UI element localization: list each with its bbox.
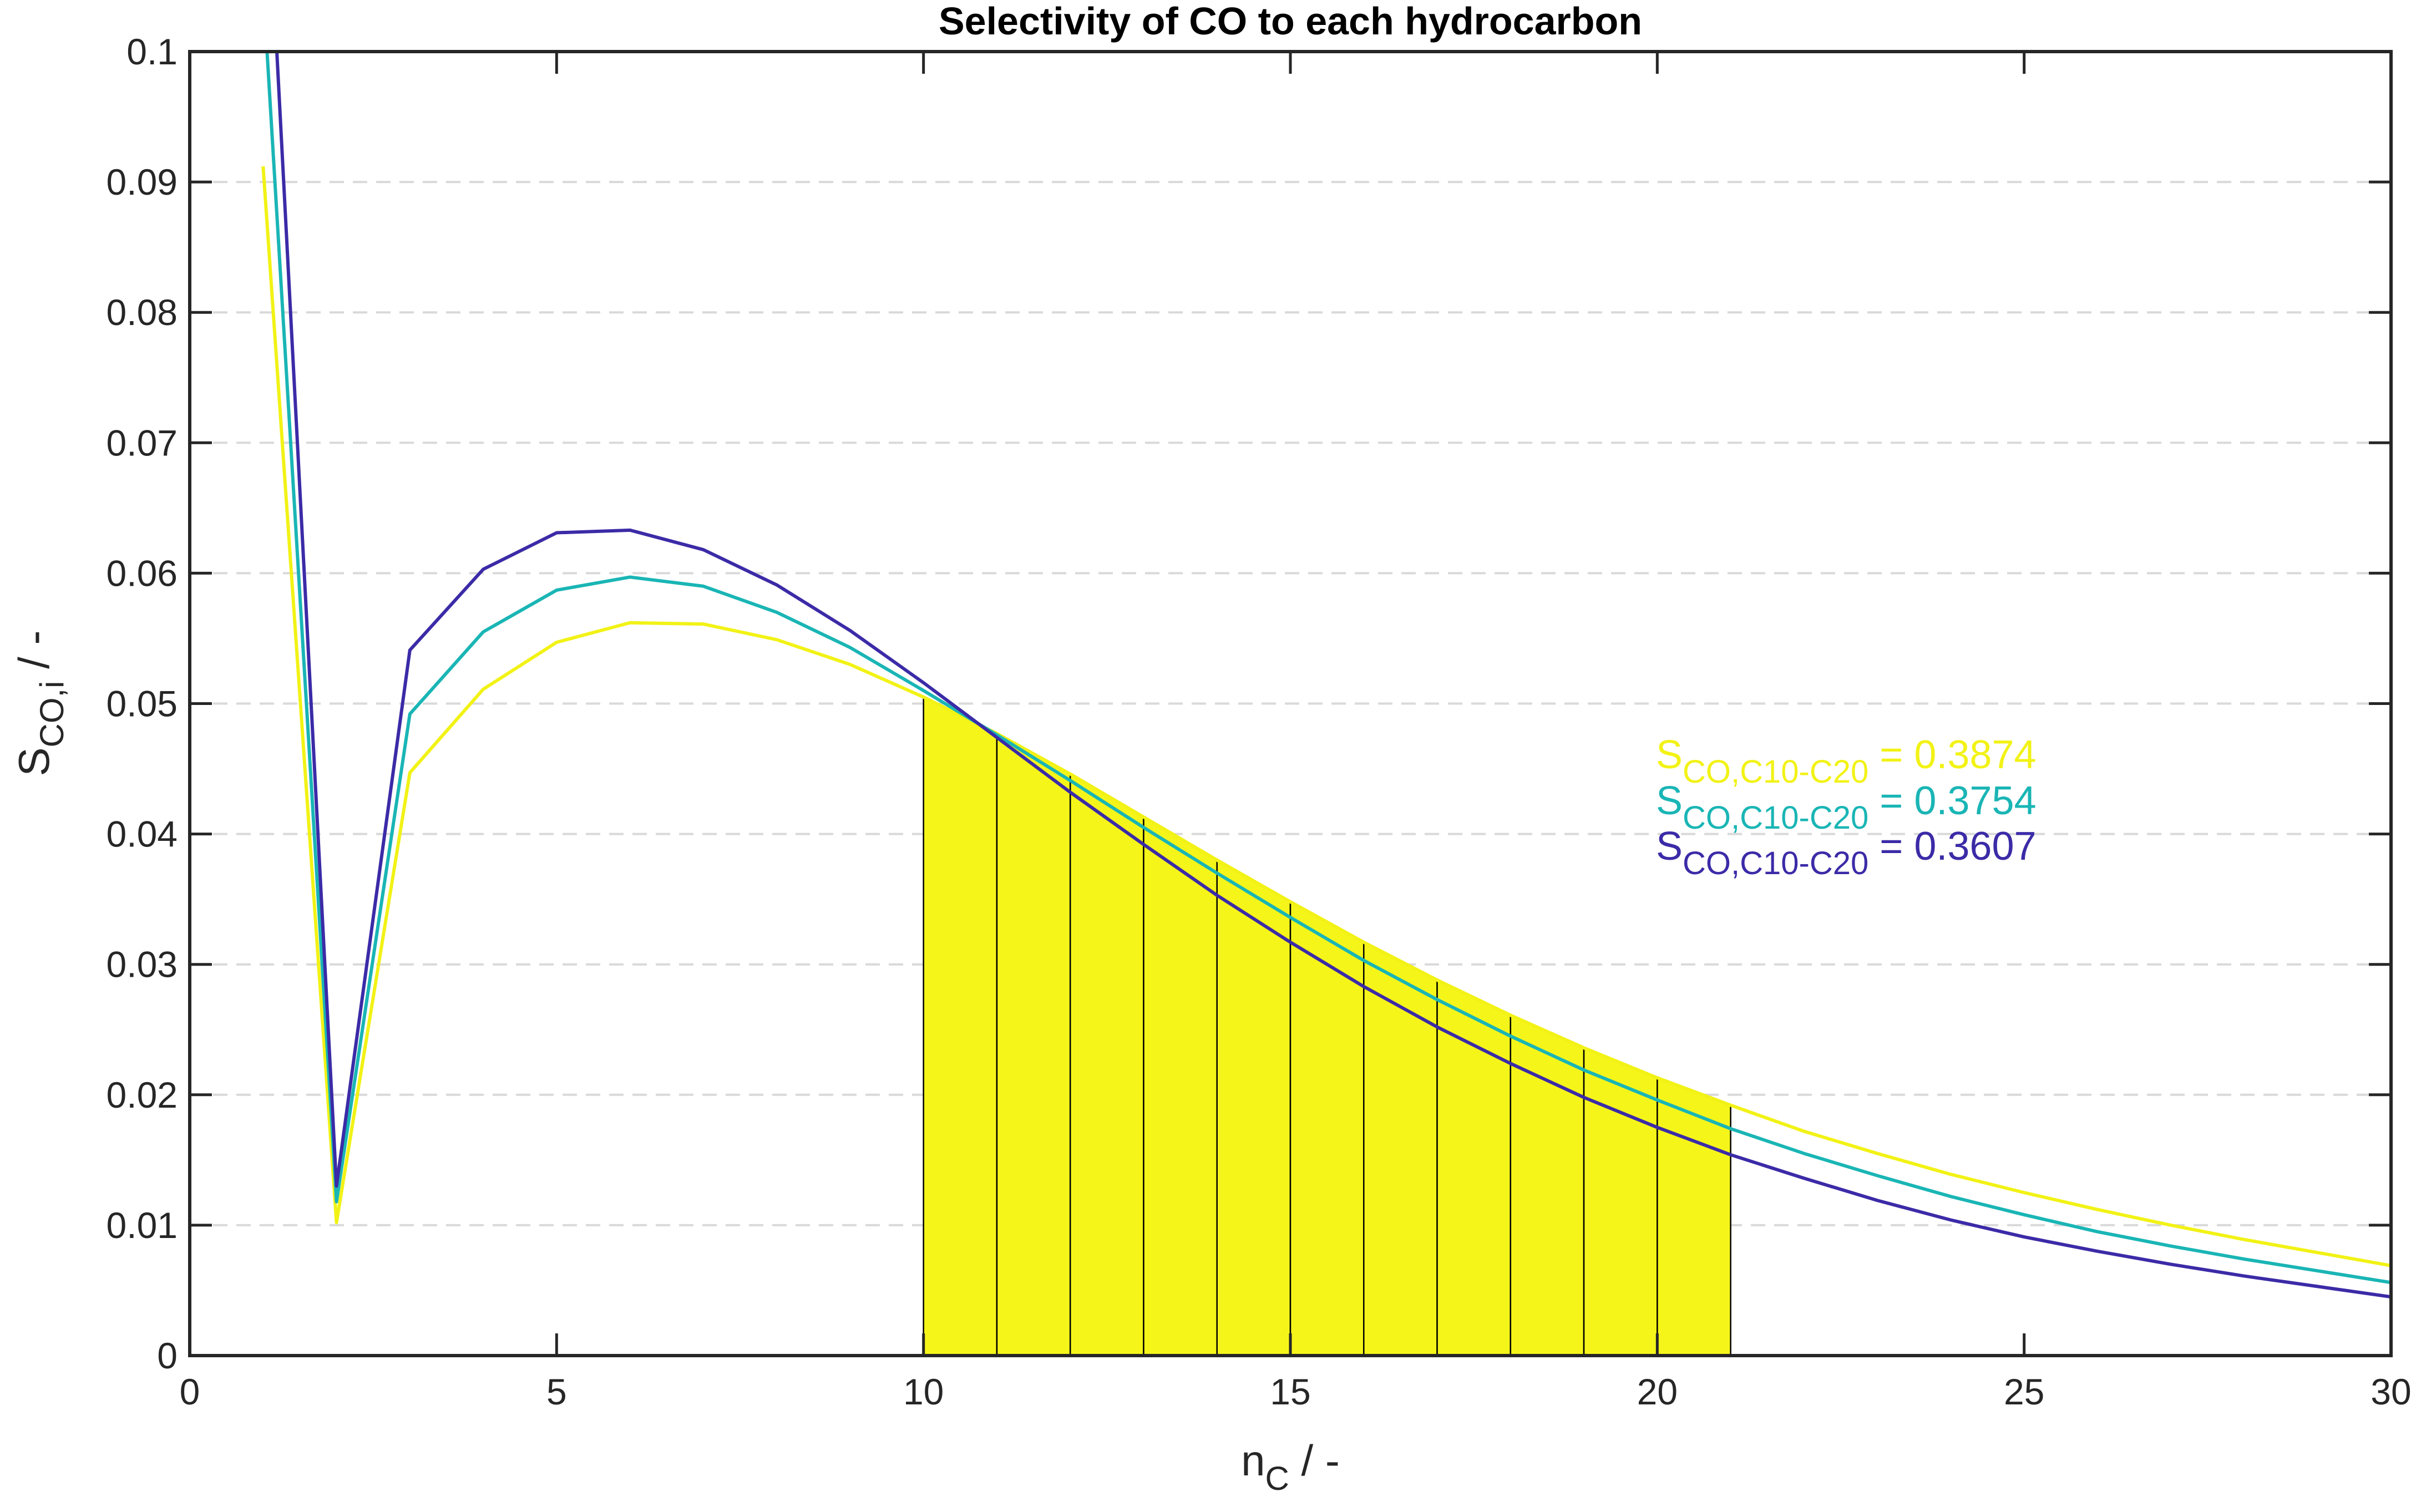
annotation-yellow: SCO,C10-C20 = 0.3874 bbox=[1656, 733, 2037, 790]
shaded-bar-2 bbox=[1069, 773, 1144, 1357]
shaded-bars bbox=[923, 696, 1731, 1357]
shaded-bar-0 bbox=[923, 696, 998, 1357]
annotation-yellow-sub: CO,C10-C20 bbox=[1683, 754, 1868, 790]
x-tick-label-0: 0 bbox=[180, 1371, 200, 1412]
x-tick-label-5: 25 bbox=[2004, 1371, 2044, 1412]
y-axis-label-suffix: / - bbox=[9, 630, 58, 681]
annotation-teal-main: S bbox=[1656, 779, 1683, 823]
x-axis-label: nC / - bbox=[1241, 1436, 1340, 1497]
y-axis-label: SCO,i / - bbox=[9, 630, 70, 776]
annotation-purple: SCO,C10-C20 = 0.3607 bbox=[1656, 824, 2037, 881]
x-axis-label-suffix: / - bbox=[1289, 1436, 1340, 1485]
x-tick-label-6: 30 bbox=[2371, 1371, 2411, 1412]
shaded-bar-1 bbox=[996, 732, 1071, 1357]
annotation-teal-value: = 0.3754 bbox=[1868, 779, 2036, 823]
annotation-purple-sub: CO,C10-C20 bbox=[1683, 845, 1868, 881]
tick-labels: 0 5 10 15 20 25 30 0 0.01 0.02 0.03 0.04 0.05 0.06 0.0… bbox=[107, 31, 2412, 1412]
shaded-bar-3 bbox=[1143, 815, 1218, 1357]
axis-ticks bbox=[188, 50, 2393, 1357]
y-tick-label-9: 0.09 bbox=[107, 161, 178, 202]
y-tick-label-2: 0.02 bbox=[107, 1074, 178, 1115]
y-tick-label-7: 0.07 bbox=[107, 422, 178, 463]
series-lines bbox=[261, 52, 2391, 1299]
x-tick-label-2: 10 bbox=[903, 1371, 944, 1412]
annotation-purple-value: = 0.3607 bbox=[1868, 824, 2036, 869]
annotation-teal-sub: CO,C10-C20 bbox=[1683, 800, 1868, 836]
y-axis-label-sub: CO,i bbox=[33, 681, 70, 747]
shaded-bar-7 bbox=[1436, 978, 1512, 1357]
y-tick-label-5: 0.05 bbox=[107, 683, 178, 724]
y-tick-label-8: 0.08 bbox=[107, 292, 178, 333]
annotation-teal: SCO,C10-C20 = 0.3754 bbox=[1656, 779, 2037, 836]
y-tick-label-10: 0.1 bbox=[126, 31, 178, 72]
y-tick-label-3: 0.03 bbox=[107, 944, 178, 985]
chart-title: Selectivity of CO to each hydrocarbon bbox=[939, 0, 1642, 43]
x-axis-label-main: n bbox=[1241, 1436, 1265, 1485]
x-tick-label-4: 20 bbox=[1637, 1371, 1678, 1412]
shaded-bar-5 bbox=[1289, 900, 1365, 1357]
series-line-2 bbox=[275, 52, 2391, 1299]
series-line-1 bbox=[265, 52, 2391, 1285]
x-tick-label-3: 15 bbox=[1270, 1371, 1310, 1412]
y-tick-label-1: 0.01 bbox=[107, 1205, 178, 1246]
y-tick-label-6: 0.06 bbox=[107, 552, 178, 593]
annotation-purple-main: S bbox=[1656, 824, 1683, 869]
y-tick-label-4: 0.04 bbox=[107, 814, 178, 855]
series-line-0 bbox=[261, 166, 2391, 1267]
y-axis-label-main: S bbox=[9, 747, 58, 776]
x-tick-label-1: 5 bbox=[546, 1371, 567, 1412]
x-axis-label-sub: C bbox=[1265, 1460, 1289, 1497]
shaded-bar-10 bbox=[1657, 1077, 1731, 1357]
annotation-yellow-value: = 0.3874 bbox=[1868, 733, 2036, 777]
annotation-yellow-main: S bbox=[1656, 733, 1683, 777]
annotation-group: SCO,C10-C20 = 0.3874 SCO,C10-C20 = 0.375… bbox=[1656, 733, 2037, 881]
shaded-bar-6 bbox=[1363, 941, 1438, 1357]
y-tick-label-0: 0 bbox=[157, 1335, 178, 1376]
